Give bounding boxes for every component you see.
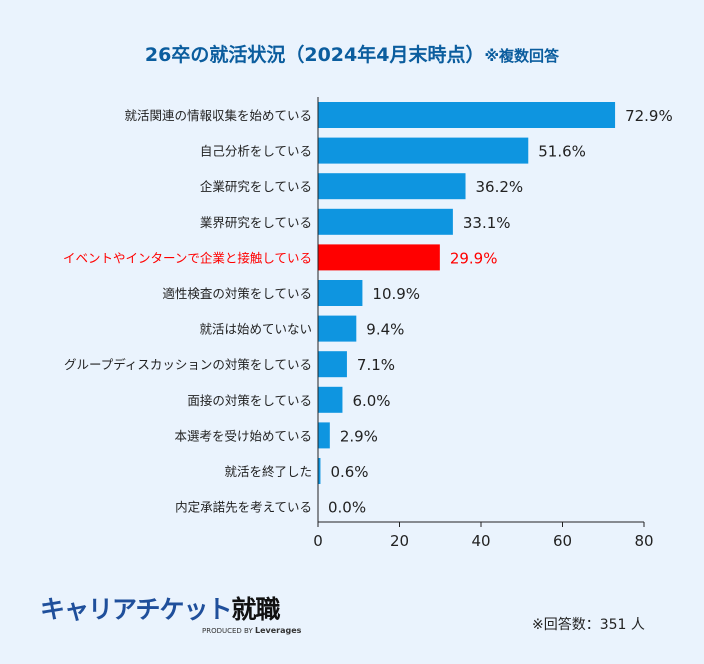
bar	[318, 315, 357, 342]
value-label: 0.0%	[328, 499, 366, 517]
x-tick-label: 20	[390, 532, 409, 550]
value-label: 0.6%	[330, 463, 368, 481]
x-tick-label: 80	[634, 532, 653, 550]
category-label: 就活は始めていない	[199, 322, 312, 337]
bar	[318, 137, 529, 164]
value-label: 72.9%	[625, 107, 673, 125]
value-label: 29.9%	[450, 249, 498, 267]
bar	[318, 280, 363, 306]
bar	[318, 173, 466, 200]
value-label: 2.9%	[340, 427, 378, 445]
category-label: 適性検査の対策をしている	[162, 286, 312, 301]
value-label: 6.0%	[352, 392, 390, 410]
category-label: 就活を終了した	[224, 464, 312, 479]
value-label: 7.1%	[357, 356, 395, 374]
bar	[318, 422, 330, 449]
bar	[318, 244, 440, 271]
bar	[318, 458, 321, 484]
category-label: 内定承諾先を考えている	[175, 500, 312, 515]
x-tick-label: 60	[553, 532, 572, 550]
chart-title: 26卒の就活状況（2024年4月末時点）※複数回答	[0, 40, 704, 67]
respondent-count: ※回答数：351 人	[532, 617, 645, 633]
title-note: ※複数回答	[484, 47, 560, 65]
bar	[318, 351, 347, 378]
category-label: 面接の対策をしている	[187, 393, 312, 408]
category-label: 企業研究をしている	[200, 179, 312, 194]
category-label: 自己分析をしている	[200, 144, 312, 159]
category-label: 業界研究をしている	[200, 215, 312, 230]
bar	[318, 386, 343, 413]
value-label: 33.1%	[463, 214, 511, 232]
category-label: グループディスカッションの対策をしている	[64, 357, 312, 372]
category-label: 就活関連の情報収集を始めている	[124, 108, 312, 123]
value-label: 9.4%	[366, 321, 404, 339]
value-label: 10.9%	[372, 285, 420, 303]
logo: キャリアチケット就職 PRODUCED BY Leverages	[40, 595, 302, 635]
category-label: イベントやインターンで企業と接触している	[63, 250, 312, 265]
x-tick-label: 40	[471, 532, 490, 550]
title-text: 26卒の就活状況（2024年4月末時点）	[144, 44, 485, 66]
bar	[318, 102, 616, 128]
value-label: 51.6%	[538, 143, 586, 161]
x-tick-label: 0	[313, 532, 323, 550]
category-label: 本選考を受け始めている	[174, 428, 312, 443]
value-label: 36.2%	[476, 178, 524, 196]
bar	[318, 208, 453, 235]
